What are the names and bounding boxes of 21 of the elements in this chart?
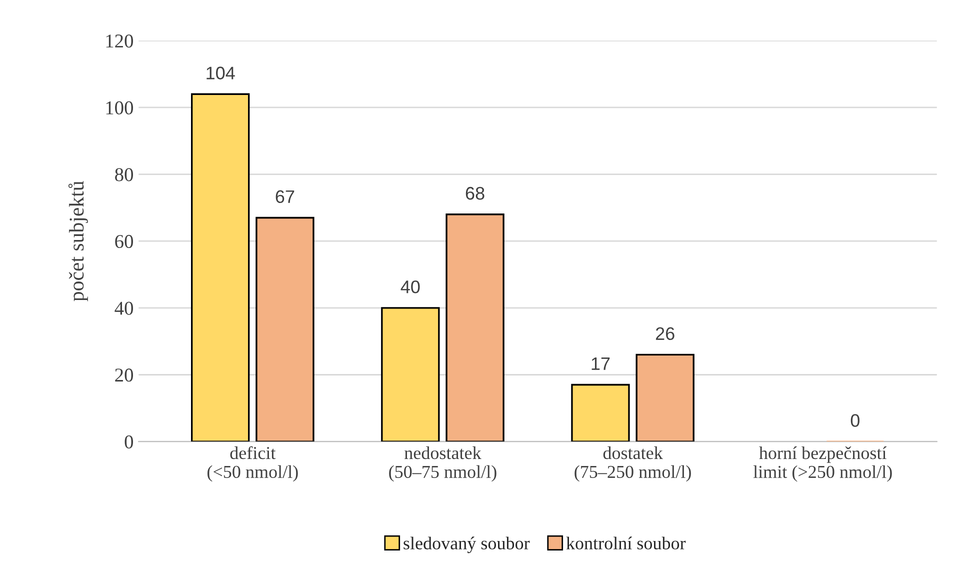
x-tick-label: deficit (<50 nmol/l) (207, 446, 298, 482)
y-axis-title: počet subjektů (68, 181, 88, 302)
y-tick-label: 120 (106, 34, 134, 48)
data-label: 67 (276, 190, 294, 204)
y-tick-label: 0 (124, 435, 134, 448)
x-tick-label: horní bezpečností limit (>250 nmol/l) (753, 446, 892, 482)
data-label: 40 (400, 280, 420, 294)
x-tick-label: dostatek (75–250 nmol/l) (574, 446, 691, 482)
y-tick-label: 20 (115, 368, 134, 382)
x-tick-label: nedostatek (50–75 nmol/l) (389, 446, 496, 482)
legend-label: sledovaný soubor (404, 536, 530, 554)
data-label: 0 (850, 414, 860, 427)
data-label: 104 (206, 66, 235, 80)
y-tick-label: 40 (114, 302, 134, 315)
data-label: 68 (466, 186, 484, 200)
data-label: 17 (592, 357, 610, 370)
legend-label: kontrolní soubor (566, 536, 686, 550)
y-tick-label: 60 (115, 234, 134, 248)
y-tick-label: 100 (106, 101, 134, 114)
data-label: 26 (656, 327, 674, 340)
y-tick-label: 80 (115, 168, 134, 182)
